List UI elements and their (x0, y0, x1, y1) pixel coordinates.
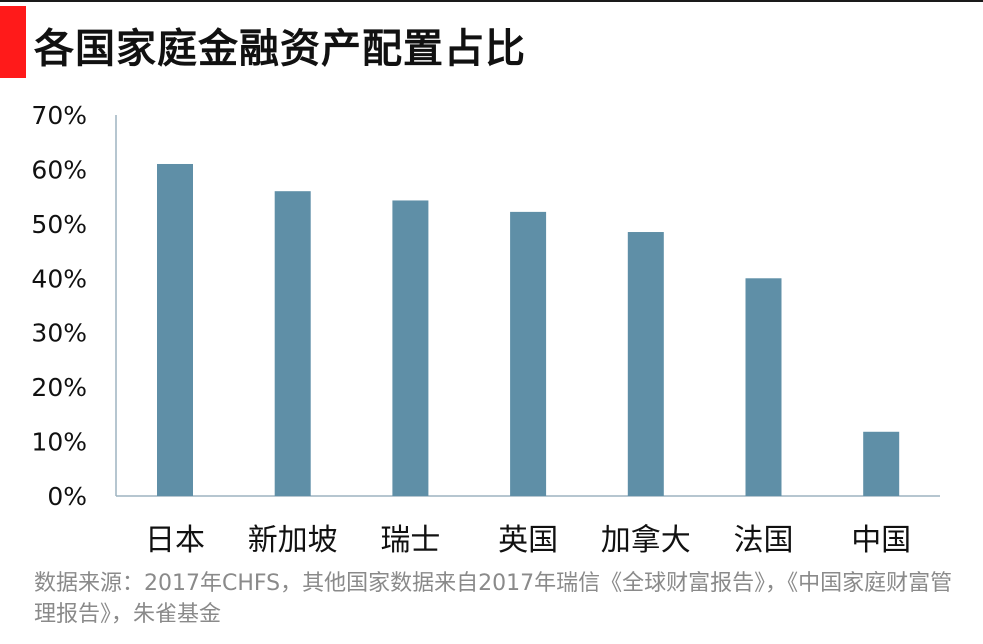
y-tick-label: 0% (47, 482, 87, 511)
x-tick-label: 日本 (145, 523, 205, 558)
y-tick-label: 20% (31, 373, 87, 402)
y-tick-label: 50% (31, 210, 87, 239)
y-tick-label: 30% (31, 319, 87, 348)
bar (863, 431, 900, 496)
top-rule (0, 0, 983, 2)
bar (510, 211, 547, 496)
x-tick-label: 加拿大 (601, 523, 691, 558)
x-tick-label: 新加坡 (248, 523, 338, 558)
y-tick-label: 10% (31, 428, 87, 457)
bar (627, 232, 664, 496)
x-tick-label: 法国 (734, 523, 794, 558)
x-tick-label: 中国 (851, 523, 911, 558)
source-note: 数据来源：2017年CHFS，其他国家数据来自2017年瑞信《全球财富报告》，《… (34, 571, 953, 627)
bar (745, 278, 782, 496)
bar (392, 200, 429, 496)
y-tick-label: 70% (31, 101, 87, 130)
title-accent-bar (0, 6, 26, 78)
bar (274, 191, 311, 496)
y-tick-label: 40% (31, 264, 87, 293)
y-tick-label: 60% (31, 155, 87, 184)
x-tick-label: 瑞士 (380, 523, 440, 558)
bar (157, 163, 193, 496)
page-title: 各国家庭金融资产配置占比 (34, 26, 526, 72)
x-tick-label: 英国 (498, 523, 558, 558)
